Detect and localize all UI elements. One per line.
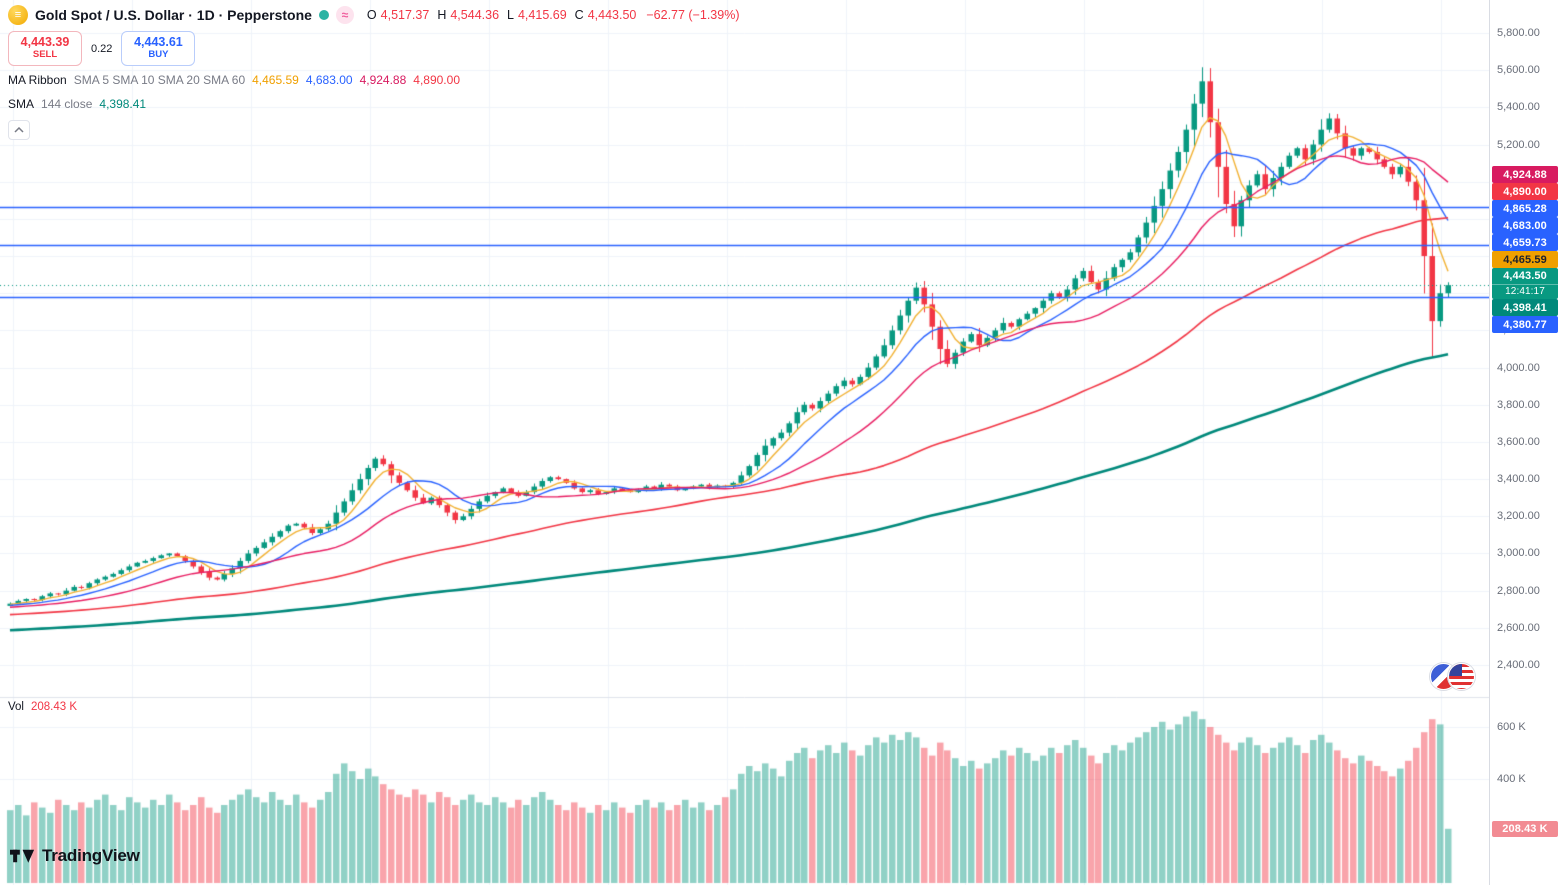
sma20-price-badge: 4,924.88: [1492, 166, 1558, 184]
sma10-value: 4,683.00: [305, 73, 353, 87]
flag-canton: [1449, 664, 1462, 676]
volume-legend: Vol 208.43 K: [8, 701, 77, 713]
sell-price: 4,443.39: [20, 35, 70, 50]
sma144-params: 144 close: [41, 97, 93, 111]
volume-tick-label: 600 K: [1497, 721, 1526, 733]
price-tick-label: 2,600.00: [1497, 621, 1540, 634]
sma20-value: 4,924.88: [359, 73, 407, 87]
price-tick-label: 5,200.00: [1497, 138, 1540, 151]
last-price-badge: 4,443.50 12:41:17: [1492, 268, 1558, 300]
buy-button[interactable]: 4,443.61 BUY: [121, 31, 196, 66]
price-tick-label: 2,400.00: [1497, 659, 1540, 671]
ohlc-open-value: 4,517.37: [380, 8, 430, 22]
ohlc-readout: O 4,517.37 H 4,544.36 L 4,415.69 C 4,443.50 …: [367, 8, 740, 22]
price-axis[interactable]: 5,800.005,600.005,400.005,200.005,000.00…: [1489, 0, 1560, 885]
level-price-badge: 4,865.28: [1492, 200, 1558, 218]
price-tick-label: 4,000.00: [1497, 361, 1540, 374]
ohlc-low-value: 4,415.69: [517, 8, 567, 22]
price-chart-canvas[interactable]: [0, 0, 1489, 885]
level-price-badge: 4,659.73: [1492, 234, 1558, 252]
price-tick-label: 3,000.00: [1497, 547, 1540, 560]
price-tick-label: 3,800.00: [1497, 398, 1540, 411]
sma10-price-badge: 4,683.00: [1492, 217, 1558, 235]
price-tick-label: 5,600.00: [1497, 64, 1540, 77]
sma60-value: 4,890.00: [413, 73, 460, 87]
collapse-indicators-button[interactable]: [8, 120, 30, 140]
symbol-legend: ≡ Gold Spot / U.S. Dollar · 1D · Peppers…: [8, 5, 739, 25]
ohlc-open-label: O: [366, 8, 377, 22]
chevron-up-icon: [14, 127, 24, 133]
last-price-value: 4,443.50: [1503, 270, 1547, 283]
ohlc-close-value: 4,443.50: [587, 8, 637, 22]
sma144-title[interactable]: SMA: [8, 97, 35, 111]
cfd-approx-icon[interactable]: ≈: [335, 6, 354, 24]
sma144-value: 4,398.41: [99, 97, 147, 111]
sma5-price-badge: 4,465.59: [1492, 251, 1558, 269]
price-tick-label: 5,800.00: [1497, 27, 1540, 39]
bar-countdown: 12:41:17: [1492, 284, 1558, 299]
indicator-ma-ribbon: MA Ribbon SMA 5 SMA 10 SMA 20 SMA 60 4,4…: [8, 73, 460, 87]
sell-button[interactable]: 4,443.39 SELL: [8, 31, 82, 66]
buy-label: BUY: [148, 49, 169, 61]
sma60-price-badge: 4,890.00: [1492, 183, 1558, 201]
ohlc-high-value: 4,544.36: [450, 8, 500, 22]
ohlc-high-label: H: [437, 8, 447, 22]
volume-value: 208.43 K: [31, 701, 78, 713]
symbol-title[interactable]: Gold Spot / U.S. Dollar · 1D · Peppersto…: [35, 7, 312, 23]
volume-indicator-title[interactable]: Vol: [8, 701, 24, 713]
ohlc-close-label: C: [574, 8, 584, 22]
buy-price: 4,443.61: [134, 35, 183, 50]
flag-icon-right: [1448, 663, 1475, 690]
price-tick-label: 3,400.00: [1497, 473, 1540, 486]
spread-value: 0.22: [91, 42, 113, 55]
indicator-sma144: SMA 144 close 4,398.41: [8, 97, 146, 111]
sma144-price-badge: 4,398.41: [1492, 299, 1558, 317]
ohlc-low-label: L: [507, 8, 514, 22]
level-price-badge: 4,380.77: [1492, 316, 1558, 334]
price-tick-label: 5,400.00: [1497, 101, 1540, 114]
volume-tick-label: 400 K: [1497, 773, 1526, 785]
price-tick-label: 3,600.00: [1497, 435, 1540, 448]
change-value: −62.77 (−1.39%): [646, 8, 740, 22]
ma-ribbon-title[interactable]: MA Ribbon: [8, 73, 67, 87]
sell-label: SELL: [32, 49, 58, 61]
tradingview-wordmark: TradingView: [42, 846, 140, 865]
gold-symbol-icon: ≡: [8, 5, 28, 25]
trade-panel: 4,443.39 SELL 0.22 4,443.61 BUY: [8, 31, 196, 66]
price-tick-label: 3,200.00: [1497, 510, 1540, 523]
tradingview-logo[interactable]: TradingView: [10, 846, 140, 866]
ma-ribbon-params: SMA 5 SMA 10 SMA 20 SMA 60: [73, 73, 246, 87]
volume-badge: 208.43 K: [1492, 820, 1558, 837]
sma5-value: 4,465.59: [252, 73, 299, 87]
tradingview-mark-icon: [10, 849, 35, 863]
symbol-flags[interactable]: [1430, 663, 1475, 690]
price-tick-label: 2,800.00: [1497, 584, 1540, 597]
market-status-icon[interactable]: [318, 10, 329, 20]
